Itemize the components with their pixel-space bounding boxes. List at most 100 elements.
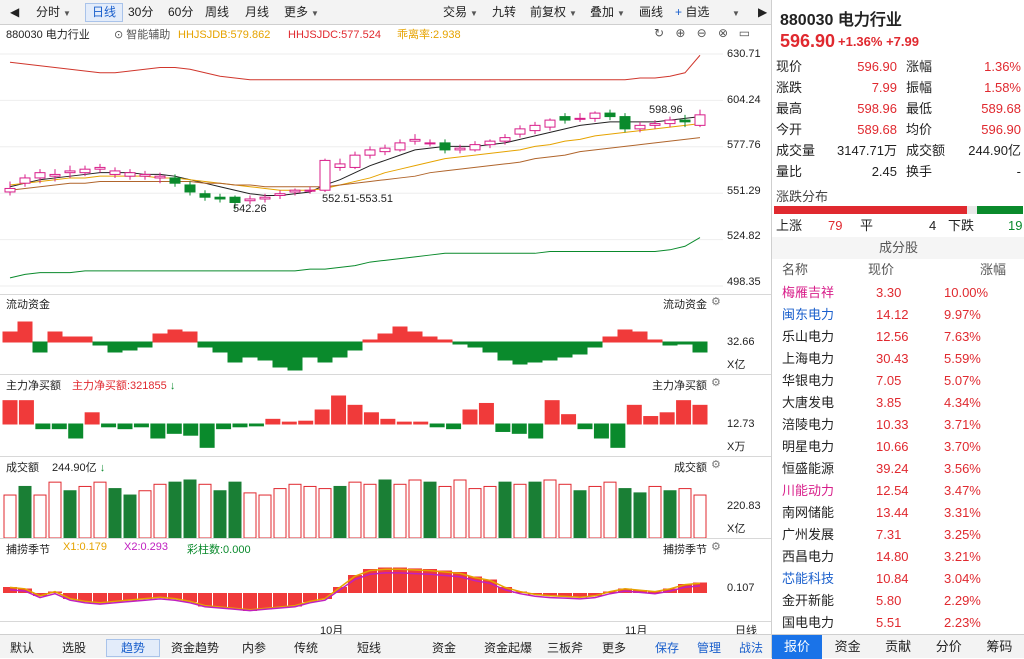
settings-icon[interactable]: ⚙ [711, 377, 721, 389]
bar-mark [632, 331, 648, 343]
bar-mark [298, 420, 314, 425]
toolbar-right-button-0[interactable]: 交易 ▼ [443, 5, 478, 19]
season-bar [168, 593, 182, 599]
candle-body [4, 187, 16, 193]
minus-icon[interactable]: ⊖ [696, 26, 707, 40]
bottom-tab-12[interactable]: 管理 [696, 641, 721, 655]
close-icon[interactable]: ⊗ [718, 26, 729, 40]
stock-row[interactable]: 南网储能 13.44 3.31% [782, 505, 981, 520]
candle-body [184, 184, 196, 193]
window-icon[interactable]: ▭ [738, 26, 751, 40]
bar-mark [272, 341, 288, 368]
quote-tab-2[interactable]: 贡献 [885, 639, 912, 654]
bottom-tab-11[interactable]: 保存 [654, 641, 679, 655]
add-icon[interactable]: ⊕ [675, 26, 686, 40]
bar-mark [602, 336, 618, 343]
settings-icon[interactable]: ⚙ [711, 459, 721, 471]
toolbar-button-4[interactable]: 周线 [205, 5, 230, 19]
stock-row[interactable]: 恒盛能源 39.24 3.56% [782, 461, 981, 476]
toolbar-right-button-4[interactable]: 画线 [639, 5, 664, 19]
stock-row[interactable]: 大唐发电 3.85 4.34% [782, 395, 981, 410]
stock-row[interactable]: 国电电力 5.51 2.23% [782, 615, 981, 630]
stock-row[interactable]: 川能动力 12.54 3.47% [782, 483, 981, 498]
flow-fund-chart[interactable] [0, 310, 723, 374]
quote-tab-3[interactable]: 分价 [935, 639, 962, 654]
stock-row[interactable]: 梅雁吉祥 3.30 10.00% [782, 285, 989, 300]
volume-bar [543, 479, 557, 538]
stock-row[interactable]: 闽东电力 14.12 9.97% [782, 307, 981, 322]
volume-bar [138, 490, 152, 538]
volume-bar [153, 483, 167, 538]
bar-mark [331, 395, 347, 425]
toolbar-button-3[interactable]: 60分 [168, 5, 194, 19]
volume-chart[interactable] [0, 472, 723, 538]
bar-mark [287, 341, 303, 371]
bottom-tab-7[interactable]: 资金 [431, 641, 456, 655]
stock-row[interactable]: 涪陵电力 10.33 3.71% [782, 417, 981, 432]
quote-tab-4[interactable]: 筹码 [986, 639, 1013, 654]
toolbar-button-6[interactable]: 更多 ▼ [284, 5, 319, 19]
bottom-tab-8[interactable]: 资金起爆 [483, 641, 532, 655]
refresh-icon[interactable]: ↻ [653, 26, 665, 40]
quote-tab-1[interactable]: 资金 [834, 639, 861, 654]
main-net-chart[interactable] [0, 392, 723, 456]
bar-mark [183, 423, 199, 436]
bottom-tab-4[interactable]: 内参 [241, 641, 266, 655]
bottom-tab-0[interactable]: 默认 [9, 641, 34, 655]
bottom-tab-10[interactable]: 更多 [601, 641, 626, 655]
bar-mark [257, 341, 273, 361]
bar-mark [422, 336, 438, 343]
quote-tab-0[interactable]: 报价 [772, 635, 822, 659]
bar-mark [332, 341, 348, 358]
dist-title: 涨跌分布 [776, 189, 829, 204]
season-value: 0.107 [727, 582, 755, 594]
stock-row[interactable]: 华银电力 7.05 5.07% [782, 373, 981, 388]
bar-mark [84, 412, 100, 425]
volume-bar [258, 494, 272, 538]
chart-controls: ↻ ⊕ ⊖ ⊗ ▭ [650, 26, 753, 44]
collapse-icon[interactable]: ◀ [10, 5, 20, 19]
main-kline-chart[interactable] [0, 44, 723, 294]
settings-icon[interactable]: ⚙ [711, 296, 721, 308]
bar-mark [152, 333, 168, 343]
bottom-tab-2[interactable]: 趋势 [106, 639, 160, 657]
bottom-tab-13[interactable]: 战法 [738, 641, 763, 655]
settings-icon[interactable]: ⚙ [711, 541, 721, 553]
bar-mark [362, 339, 378, 343]
bottom-tab-1[interactable]: 选股 [61, 641, 86, 655]
toolbar-right-button-1[interactable]: 九转 [492, 5, 517, 19]
bar-mark [462, 409, 478, 425]
toolbar-right-button-6[interactable]: ▼ [723, 3, 746, 22]
bottom-tab-3[interactable]: 资金趋势 [170, 641, 219, 655]
toolbar-right-button-3[interactable]: 叠加 ▼ [590, 5, 625, 19]
stock-row[interactable]: 西昌电力 14.80 3.21% [782, 549, 981, 564]
stock-row[interactable]: 芯能科技 10.84 3.04% [782, 571, 981, 586]
bar-mark [497, 341, 513, 361]
volume-bar [558, 483, 572, 538]
season-bar [63, 593, 77, 599]
bottom-tab-9[interactable]: 三板斧 [546, 641, 583, 655]
assist-toggle[interactable]: ⊙ 智能辅助 [114, 29, 171, 41]
volume-bar [423, 481, 437, 538]
stock-row[interactable]: 乐山电力 12.56 7.63% [782, 329, 981, 344]
toolbar-button-0[interactable]: 分时 ▼ [36, 5, 71, 19]
toolbar-right-button-2[interactable]: 前复权 ▼ [530, 5, 577, 19]
bottom-tab-6[interactable]: 短线 [356, 641, 381, 655]
main-net-title: 主力净买额 [6, 380, 61, 392]
season-chart[interactable] [0, 555, 723, 621]
volume-bar [3, 494, 17, 538]
toolbar-button-1[interactable]: 日线 [85, 3, 124, 22]
volume-bar [648, 485, 662, 538]
stock-row[interactable]: 广州发展 7.31 3.25% [782, 527, 981, 542]
expand-icon[interactable]: ▶ [758, 5, 768, 19]
stock-row[interactable]: 明星电力 10.66 3.70% [782, 439, 981, 454]
bottom-tab-5[interactable]: 传统 [293, 641, 318, 655]
toolbar-right-button-5[interactable]: + 自选 [675, 5, 710, 19]
candle-body [349, 154, 361, 168]
toolbar-button-5[interactable]: 月线 [245, 5, 270, 19]
panel-divider [0, 456, 771, 457]
toolbar-button-2[interactable]: 30分 [128, 5, 154, 19]
stock-row[interactable]: 金开新能 5.80 2.29% [782, 593, 981, 608]
components-title: 成分股 [772, 237, 1024, 259]
stock-row[interactable]: 上海电力 30.43 5.59% [782, 351, 981, 366]
